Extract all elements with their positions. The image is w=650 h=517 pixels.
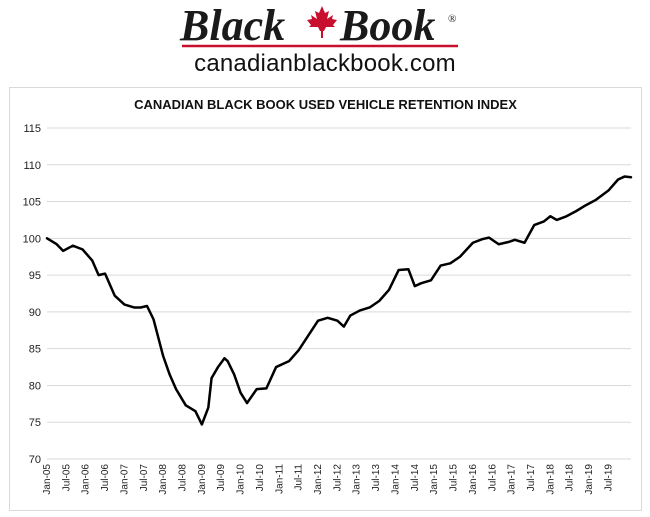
header: Black Book ® canadianblackbook.com <box>0 0 650 84</box>
y-tick-label: 100 <box>23 233 41 245</box>
y-tick-label: 85 <box>29 344 41 356</box>
x-tick-label: Jan-10 <box>236 464 247 495</box>
y-tick-label: 115 <box>23 123 41 135</box>
logo-word-book: Book <box>339 2 435 50</box>
x-tick-label: Jan-05 <box>42 464 53 495</box>
x-tick-label: Jul-05 <box>61 464 72 492</box>
x-tick-label: Jul-15 <box>449 464 460 492</box>
y-axis-ticks: 70 75 80 85 90 95 100 105 110 115 <box>23 123 41 466</box>
x-tick-label: Jan-11 <box>274 464 285 494</box>
y-tick-label: 80 <box>29 380 41 392</box>
x-tick-label: Jan-12 <box>313 464 324 495</box>
x-tick-label: Jul-14 <box>410 464 421 492</box>
registered-mark: ® <box>448 13 456 25</box>
chart-series <box>45 175 633 426</box>
x-tick-label: Jan-07 <box>119 464 130 495</box>
x-tick-label: Jul-06 <box>100 464 111 492</box>
x-tick-label: Jul-16 <box>487 464 498 492</box>
x-tick-label: Jan-09 <box>197 464 208 495</box>
y-tick-label: 95 <box>29 270 41 282</box>
x-tick-label: Jan-16 <box>468 464 479 495</box>
x-tick-label: Jul-17 <box>526 464 537 492</box>
x-tick-label: Jan-06 <box>81 464 92 495</box>
x-tick-label: Jan-19 <box>584 464 595 495</box>
series-line-0 <box>45 175 633 426</box>
logo-word-black: Black <box>179 2 285 50</box>
x-tick-label: Jan-18 <box>545 464 556 495</box>
x-tick-label: Jul-13 <box>371 464 382 492</box>
chart-container: CANADIAN BLACK BOOK USED VEHICLE RETENTI… <box>9 87 642 511</box>
y-tick-label: 90 <box>29 307 41 319</box>
chart-gridlines <box>47 127 631 460</box>
black-book-logo[interactable]: Black Book ® <box>0 2 650 52</box>
x-tick-label: Jul-07 <box>139 464 150 492</box>
x-tick-label: Jul-11 <box>294 464 305 491</box>
x-tick-label: Jul-12 <box>332 464 343 492</box>
y-tick-label: 110 <box>23 160 41 172</box>
x-tick-label: Jan-17 <box>507 464 518 495</box>
x-axis-ticks: Jan-05 Jul-05 Jan-06 Jul-06 Jan-07 Jul-07 Jan-… <box>42 464 614 495</box>
y-tick-label: 70 <box>29 454 41 466</box>
x-tick-label: Jul-10 <box>255 464 266 492</box>
chart-title: CANADIAN BLACK BOOK USED VEHICLE RETENTI… <box>134 97 517 112</box>
x-tick-label: Jul-19 <box>603 464 614 492</box>
x-tick-label: Jan-13 <box>352 464 363 495</box>
x-tick-label: Jul-08 <box>178 464 189 492</box>
x-tick-label: Jan-15 <box>429 464 440 495</box>
maple-leaf-icon <box>307 6 337 38</box>
x-tick-label: Jul-18 <box>565 464 576 492</box>
x-tick-label: Jan-14 <box>390 464 401 495</box>
x-tick-label: Jul-09 <box>216 464 227 492</box>
x-tick-label: Jan-08 <box>158 464 169 495</box>
y-tick-label: 105 <box>23 197 41 209</box>
website-url[interactable]: canadianblackbook.com <box>194 50 456 77</box>
y-tick-label: 75 <box>29 417 41 429</box>
